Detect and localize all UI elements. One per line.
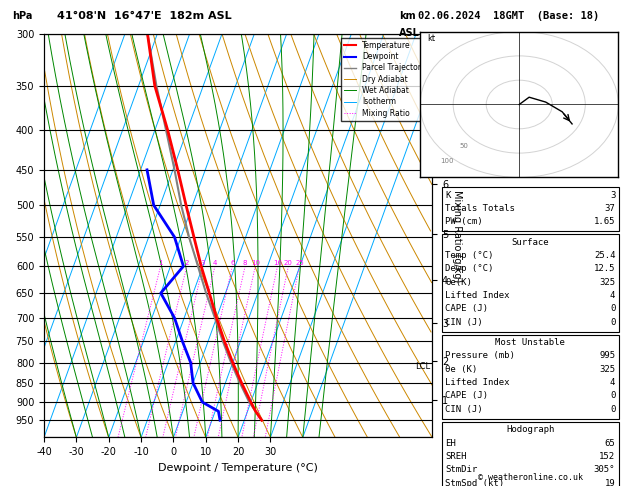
Text: CIN (J): CIN (J) — [445, 405, 483, 414]
Text: 12.5: 12.5 — [594, 264, 615, 273]
Text: 10: 10 — [251, 260, 260, 266]
Text: 325: 325 — [599, 278, 615, 287]
Text: 19: 19 — [604, 479, 615, 486]
Text: 20: 20 — [284, 260, 292, 266]
Bar — [442, 235, 619, 332]
Bar — [442, 335, 619, 419]
Text: 4: 4 — [213, 260, 217, 266]
Text: ASL: ASL — [399, 29, 420, 38]
Text: LCL: LCL — [415, 362, 430, 371]
Text: θe (K): θe (K) — [445, 365, 477, 374]
Text: 8: 8 — [243, 260, 247, 266]
Text: Surface: Surface — [511, 238, 549, 247]
Text: StmDir: StmDir — [445, 465, 477, 474]
Text: 25.4: 25.4 — [594, 251, 615, 260]
Text: Temp (°C): Temp (°C) — [445, 251, 494, 260]
Text: EH: EH — [445, 438, 456, 448]
Text: © weatheronline.co.uk: © weatheronline.co.uk — [478, 473, 583, 482]
Text: 1.65: 1.65 — [594, 217, 615, 226]
Text: 100: 100 — [440, 158, 454, 164]
Text: 0: 0 — [610, 405, 615, 414]
Text: 3: 3 — [610, 191, 615, 200]
Text: Most Unstable: Most Unstable — [496, 338, 565, 347]
Text: 02.06.2024  18GMT  (Base: 18): 02.06.2024 18GMT (Base: 18) — [418, 12, 599, 21]
Text: 16: 16 — [273, 260, 282, 266]
Text: kt: kt — [427, 35, 435, 43]
Text: StmSpd (kt): StmSpd (kt) — [445, 479, 504, 486]
Text: 1: 1 — [159, 260, 163, 266]
Text: CAPE (J): CAPE (J) — [445, 391, 488, 400]
Text: Pressure (mb): Pressure (mb) — [445, 351, 515, 361]
Text: 0: 0 — [610, 317, 615, 327]
Text: km: km — [399, 12, 416, 21]
Text: 25: 25 — [295, 260, 304, 266]
Text: 37: 37 — [604, 204, 615, 213]
Text: 4: 4 — [610, 291, 615, 300]
X-axis label: Dewpoint / Temperature (°C): Dewpoint / Temperature (°C) — [158, 463, 318, 473]
Text: CAPE (J): CAPE (J) — [445, 304, 488, 313]
Bar — [442, 187, 619, 231]
Text: Hodograph: Hodograph — [506, 425, 555, 434]
Text: 2: 2 — [184, 260, 189, 266]
Text: θe(K): θe(K) — [445, 278, 472, 287]
Text: 995: 995 — [599, 351, 615, 361]
Text: 65: 65 — [604, 438, 615, 448]
Text: hPa: hPa — [13, 12, 33, 21]
Text: 4: 4 — [610, 378, 615, 387]
Text: Dewp (°C): Dewp (°C) — [445, 264, 494, 273]
Text: 41°08'N  16°47'E  182m ASL: 41°08'N 16°47'E 182m ASL — [57, 12, 231, 21]
Text: 0: 0 — [610, 304, 615, 313]
Bar — [442, 422, 619, 486]
Text: 3: 3 — [201, 260, 205, 266]
Text: CIN (J): CIN (J) — [445, 317, 483, 327]
Text: PW (cm): PW (cm) — [445, 217, 483, 226]
Y-axis label: Mixing Ratio (g/kg): Mixing Ratio (g/kg) — [452, 190, 462, 282]
Text: K: K — [445, 191, 450, 200]
Text: Lifted Index: Lifted Index — [445, 378, 509, 387]
Text: 6: 6 — [230, 260, 235, 266]
Text: 305°: 305° — [594, 465, 615, 474]
Text: 325: 325 — [599, 365, 615, 374]
Text: SREH: SREH — [445, 452, 467, 461]
Legend: Temperature, Dewpoint, Parcel Trajectory, Dry Adiabat, Wet Adiabat, Isotherm, Mi: Temperature, Dewpoint, Parcel Trajectory… — [341, 38, 428, 121]
Text: 50: 50 — [460, 143, 469, 149]
Text: 0: 0 — [610, 391, 615, 400]
Text: Lifted Index: Lifted Index — [445, 291, 509, 300]
Text: 152: 152 — [599, 452, 615, 461]
Text: Totals Totals: Totals Totals — [445, 204, 515, 213]
